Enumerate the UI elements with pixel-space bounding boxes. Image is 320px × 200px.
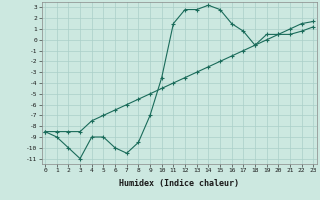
- X-axis label: Humidex (Indice chaleur): Humidex (Indice chaleur): [119, 179, 239, 188]
